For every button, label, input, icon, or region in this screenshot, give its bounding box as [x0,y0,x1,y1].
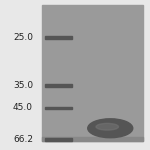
FancyBboxPatch shape [45,138,72,141]
Ellipse shape [88,119,133,138]
Text: 25.0: 25.0 [13,33,33,42]
FancyBboxPatch shape [45,107,72,109]
Text: 66.2: 66.2 [13,135,33,144]
Text: 45.0: 45.0 [13,103,33,112]
FancyBboxPatch shape [45,36,72,39]
Text: 35.0: 35.0 [13,81,33,90]
Ellipse shape [96,123,118,130]
FancyBboxPatch shape [45,84,72,87]
FancyBboxPatch shape [42,137,142,141]
FancyBboxPatch shape [42,4,142,141]
